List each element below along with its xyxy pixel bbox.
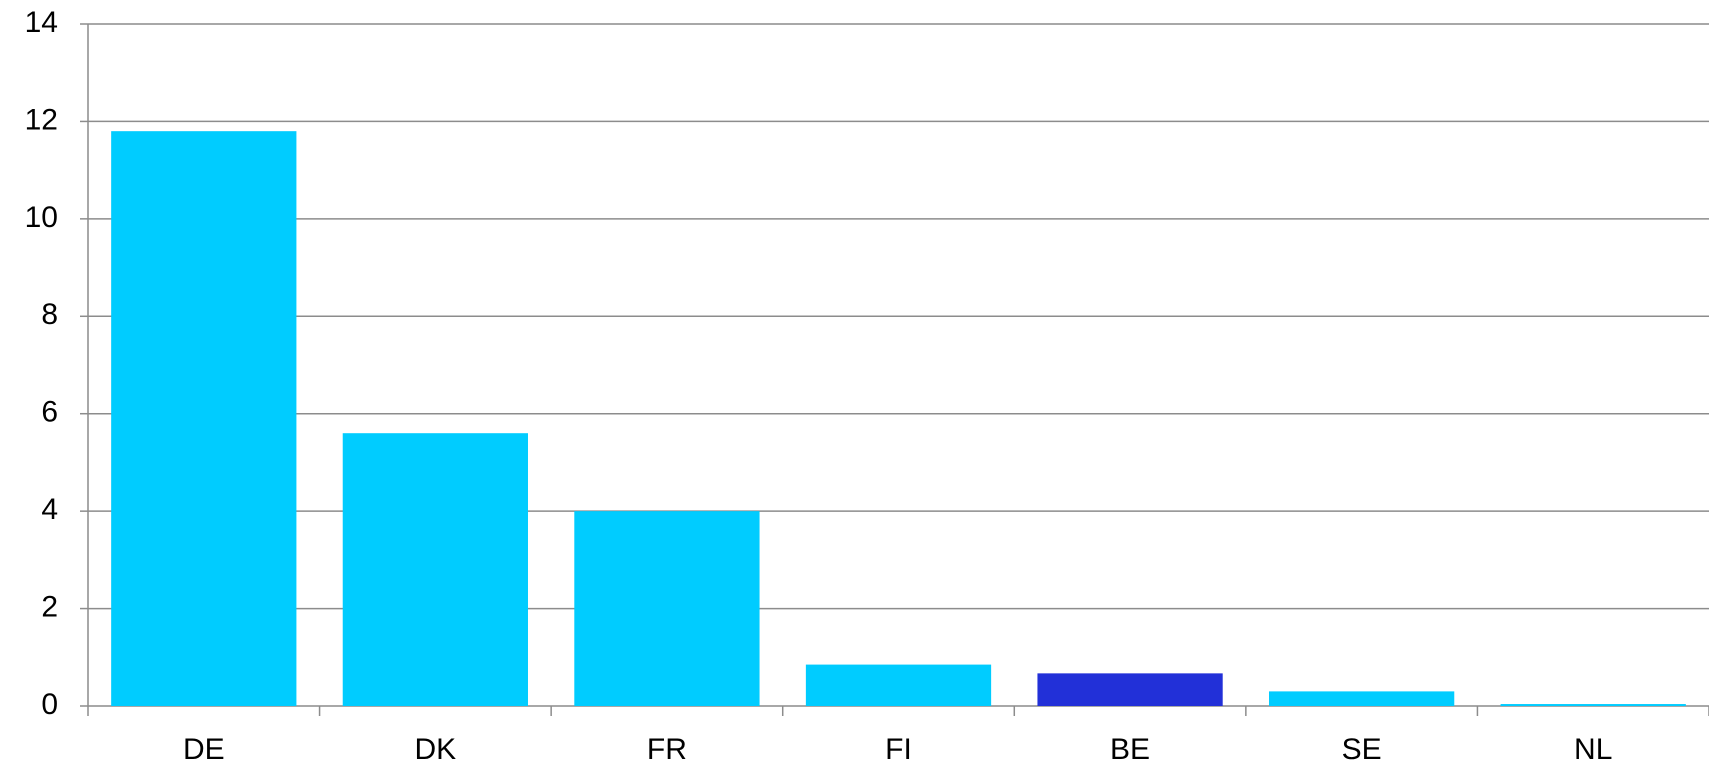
x-tick-label: DE [183, 733, 225, 766]
y-tick-label: 6 [41, 396, 58, 429]
bar [805, 664, 992, 706]
y-tick-label: 10 [25, 201, 58, 234]
bar [1037, 673, 1223, 706]
x-tick-label: DK [415, 733, 457, 766]
bar [1500, 704, 1686, 706]
x-tick-label: NL [1574, 733, 1612, 766]
x-tick-label: FI [885, 733, 912, 766]
y-tick-label: 4 [41, 493, 58, 526]
y-tick-label: 8 [41, 298, 58, 331]
y-tick-label: 2 [41, 590, 58, 623]
bar [111, 131, 297, 706]
bar [1269, 691, 1455, 706]
bar [574, 511, 760, 706]
y-tick-label: 0 [41, 688, 58, 721]
x-tick-label: BE [1110, 733, 1150, 766]
y-tick-label: 14 [25, 6, 58, 39]
x-tick-label: FR [647, 733, 687, 766]
x-tick-label: SE [1342, 733, 1382, 766]
bar [342, 433, 528, 706]
y-tick-label: 12 [25, 103, 58, 136]
